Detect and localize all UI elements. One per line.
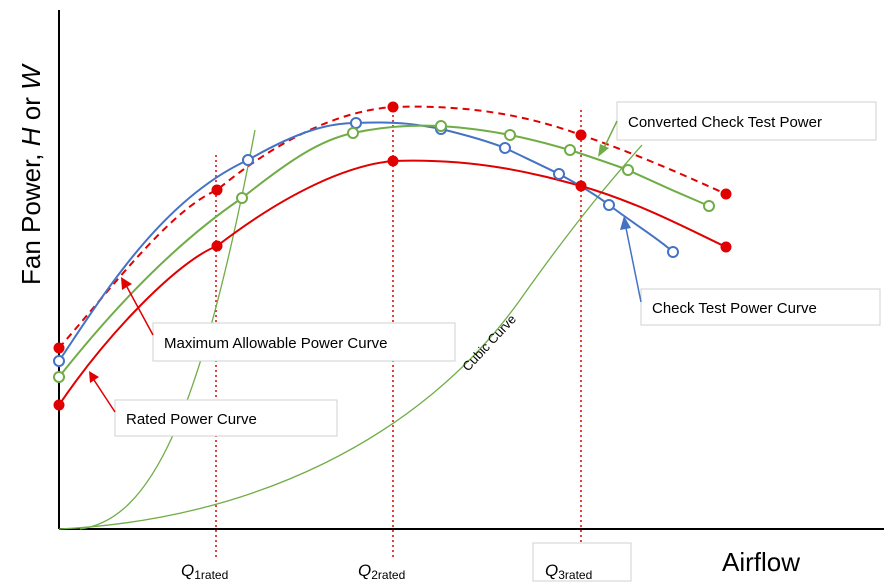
- check-test-callout-arrow: [625, 227, 642, 303]
- converted-check-point: [703, 200, 715, 212]
- converted-check-point: [53, 371, 65, 383]
- max-allowable-point: [720, 188, 732, 200]
- check-test-callout-text: Check Test Power Curve: [652, 300, 817, 317]
- rated-arrowhead: [89, 371, 99, 383]
- check-test-callout-box: [640, 288, 881, 326]
- q1-label: Q1rated: [181, 561, 228, 582]
- y-axis-label: Fan Power, H or W: [16, 63, 46, 285]
- converted-check-point: [435, 120, 447, 132]
- max-allowable-markers: [53, 101, 732, 354]
- rated-callout-arrow: [93, 379, 116, 413]
- rated-callout-text: Rated Power Curve: [126, 411, 257, 428]
- converted-check-point: [504, 129, 516, 141]
- q3-label-box: [532, 542, 632, 582]
- check-test-arrowhead: [620, 216, 631, 230]
- q2-label: Q2rated: [358, 561, 405, 582]
- max-allowable-callout-text: Maximum Allowable Power Curve: [164, 335, 387, 352]
- converted-check-point: [236, 192, 248, 204]
- converted-check-point: [564, 144, 576, 156]
- rated-point: [575, 180, 587, 192]
- converted-check-point: [347, 127, 359, 139]
- converted-check-markers: [53, 120, 715, 383]
- max-allowable-point: [211, 184, 223, 196]
- rated-callout-box: [114, 399, 338, 437]
- max-allowable-callout-box: [152, 322, 456, 362]
- converted-callout-arrow: [603, 120, 618, 149]
- check-test-point: [553, 168, 565, 180]
- rated-point: [211, 240, 223, 252]
- rated-markers: [53, 155, 732, 411]
- max-allowable-power-curve: [58, 105, 727, 349]
- x-axis-label: Airflow: [722, 547, 800, 577]
- converted-arrowhead: [598, 144, 609, 157]
- check-test-point: [242, 154, 254, 166]
- check-test-point: [667, 246, 679, 258]
- cubic-curve: [58, 144, 643, 530]
- converted-callout-text: Converted Check Test Power: [628, 114, 822, 131]
- max-allowable-point: [53, 342, 65, 354]
- rated-power-curve: [58, 159, 727, 406]
- cubic-curve-label: Cubic Curve: [459, 312, 519, 375]
- check-test-point: [350, 117, 362, 129]
- converted-callout-box: [616, 101, 877, 141]
- max-allowable-arrowhead: [121, 277, 132, 290]
- check-test-point: [53, 355, 65, 367]
- rated-point: [720, 241, 732, 253]
- rated-point: [53, 399, 65, 411]
- converted-check-point: [622, 164, 634, 176]
- q3-label: Q3rated: [545, 561, 592, 582]
- rated-point: [387, 155, 399, 167]
- check-test-point: [499, 142, 511, 154]
- max-allowable-callout-arrow: [126, 286, 154, 336]
- check-test-point: [603, 199, 615, 211]
- check-test-markers: [53, 117, 679, 367]
- max-allowable-point: [387, 101, 399, 113]
- max-allowable-point: [575, 129, 587, 141]
